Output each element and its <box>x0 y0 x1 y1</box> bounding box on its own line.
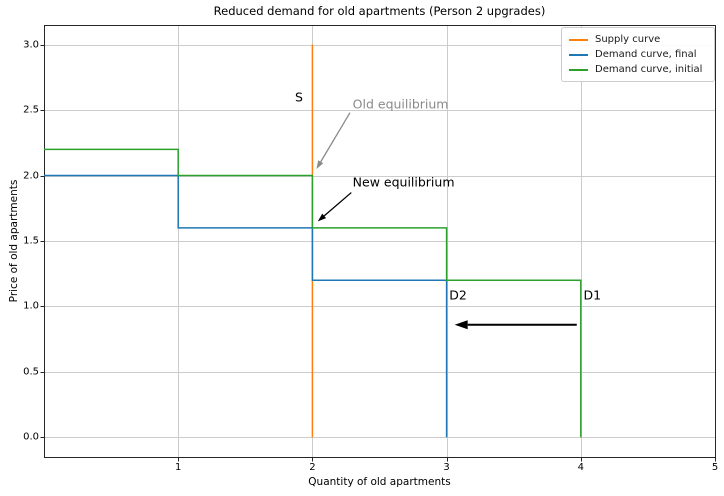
old-equilibrium-label: Old equilibrium <box>352 96 449 112</box>
x-tick-label: 4 <box>577 462 584 473</box>
old-equilibrium-label-arrow-head <box>316 160 324 169</box>
legend-swatch-demand-initial <box>569 68 588 71</box>
legend-label-demand-initial: Demand curve, initial <box>595 64 703 75</box>
x-axis-label: Quantity of old apartments <box>308 476 451 488</box>
d2-label: D2 <box>449 287 467 303</box>
x-tick-label: 5 <box>711 462 719 473</box>
x-tick-label: 3 <box>443 462 450 473</box>
series-line-2 <box>44 148 582 438</box>
d1-label: D1 <box>583 287 602 303</box>
legend-label-demand-final: Demand curve, final <box>595 49 697 60</box>
y-tick-label: 2.5 <box>23 104 39 116</box>
new-equilibrium-label-arrow-shaft <box>323 192 352 217</box>
legend-entry-supply-curve: Supply curve <box>569 32 707 47</box>
y-tick-label: 1.0 <box>23 300 39 312</box>
legend-label-supply-curve: Supply curve <box>595 34 661 45</box>
new-equilibrium-label-arrow-head <box>317 213 327 222</box>
chart-title: Reduced demand for old apartments (Perso… <box>213 4 546 18</box>
legend-entry-demand-final: Demand curve, final <box>569 47 707 62</box>
old-equilibrium-label-arrow-shaft <box>320 112 351 163</box>
plot-border <box>44 25 716 458</box>
legend-swatch-demand-final <box>569 53 588 56</box>
x-tick-label: 2 <box>309 462 316 473</box>
y-tick-label: 0.5 <box>23 366 39 378</box>
demand-shift-arrow-head <box>454 320 468 330</box>
legend-entry-demand-initial: Demand curve, initial <box>569 62 707 77</box>
legend-swatch-supply-curve <box>569 38 588 41</box>
y-tick-label: 0.0 <box>23 431 39 443</box>
y-axis-label: Price of old apartments <box>8 179 20 303</box>
y-tick-label: 1.5 <box>23 235 39 247</box>
new-equilibrium-label: New equilibrium <box>352 174 455 190</box>
supply-label: S <box>295 89 303 105</box>
y-tick-label: 3.0 <box>23 39 39 51</box>
y-tick-label: 2.0 <box>23 170 39 182</box>
legend: Supply curve Demand curve, final Demand … <box>561 27 715 82</box>
x-tick-label: 1 <box>175 462 182 473</box>
